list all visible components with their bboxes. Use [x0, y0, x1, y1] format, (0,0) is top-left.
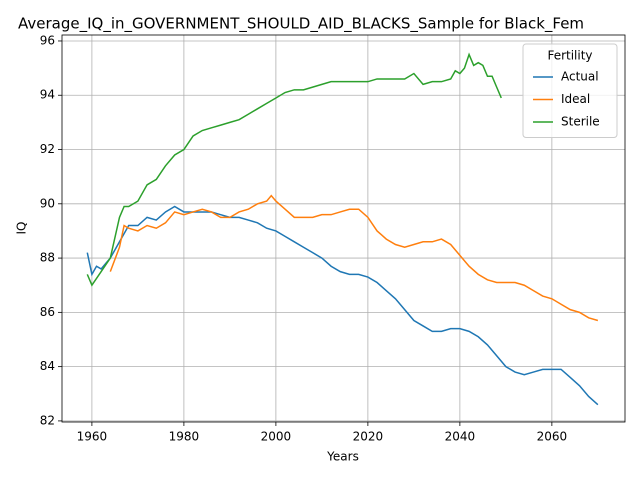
plot-frame: [61, 34, 626, 423]
x-axis-label: Years: [326, 450, 359, 464]
y-tick-label: 86: [40, 305, 55, 319]
y-tick-label: 82: [40, 413, 55, 427]
legend-label: Ideal: [561, 92, 590, 106]
legend-box: [522, 43, 618, 138]
chart-title: Average_IQ_in_GOVERNMENT_SHOULD_AID_BLAC…: [18, 15, 584, 34]
legend-title: Fertility: [547, 49, 592, 63]
x-tick-label: 2000: [261, 430, 292, 444]
series-line: [86, 205, 599, 406]
y-tick-label: 90: [40, 196, 55, 210]
x-tick-label: 1980: [169, 430, 200, 444]
y-tick-label: 88: [40, 251, 55, 265]
x-tick-label: 2020: [353, 430, 384, 444]
y-tick-label: 92: [40, 142, 55, 156]
series-line: [109, 194, 599, 322]
legend-label: Sterile: [561, 115, 600, 129]
x-tick-label: 1960: [77, 430, 108, 444]
y-axis-label: IQ: [15, 222, 29, 235]
x-tick-label: 2040: [445, 430, 476, 444]
y-tick-label: 96: [40, 33, 55, 47]
series-line: [86, 52, 502, 287]
y-tick-label: 84: [40, 359, 55, 373]
x-tick-label: 2060: [537, 430, 568, 444]
legend-label: Actual: [561, 70, 599, 84]
y-tick-label: 94: [40, 88, 55, 102]
